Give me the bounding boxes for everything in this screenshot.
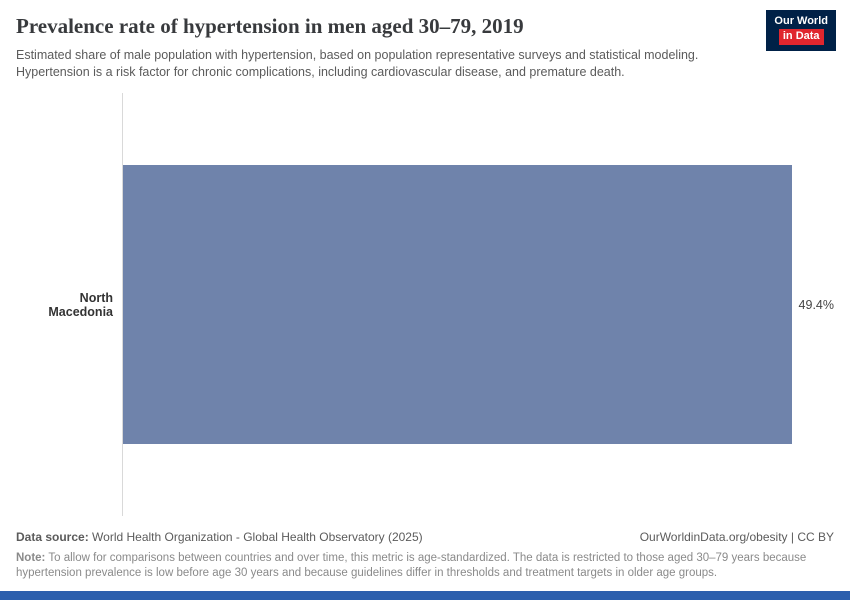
value-label: 49.4% [798,297,834,312]
data-source: Data source: World Health Organization -… [16,530,423,544]
data-source-text: World Health Organization - Global Healt… [92,530,423,544]
owid-logo[interactable]: Our World in Data [766,10,836,51]
owid-logo-line1: Our World [774,15,828,27]
chart-header: Prevalence rate of hypertension in men a… [0,0,850,81]
bar-north-macedonia[interactable] [123,164,792,445]
bar-chart: North Macedonia 49.4% [16,93,834,516]
owid-logo-line2: in Data [778,29,824,45]
category-label: North Macedonia [48,290,113,319]
rights-link[interactable]: OurWorldinData.org/obesity | CC BY [639,530,834,544]
chart-note: Note: To allow for comparisons between c… [16,551,834,581]
source-row: Data source: World Health Organization -… [16,530,834,544]
note-text: To allow for comparisons between countri… [16,552,807,579]
data-source-label: Data source: [16,530,89,544]
page-title: Prevalence rate of hypertension in men a… [16,14,524,38]
note-label: Note: [16,552,46,564]
bottom-accent-bar [0,591,850,600]
chart-subtitle: Estimated share of male population with … [16,48,699,79]
chart-footer: Data source: World Health Organization -… [0,516,850,591]
plot-area: 49.4% [122,93,834,516]
